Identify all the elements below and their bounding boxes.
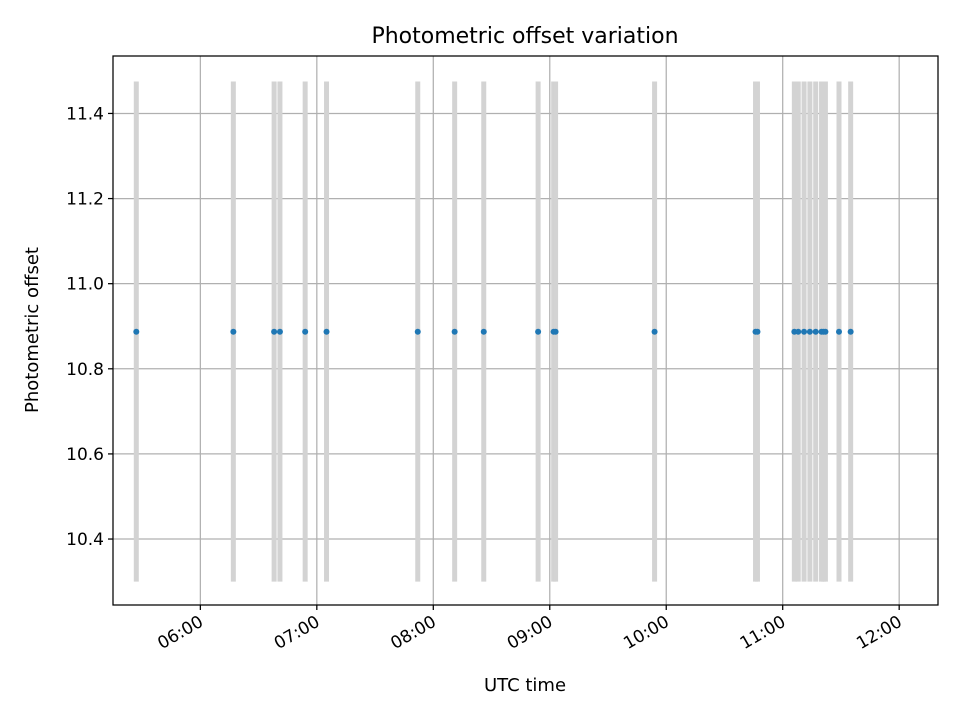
- data-point: [552, 328, 559, 335]
- plot-frame: [112, 55, 939, 606]
- data-point: [651, 328, 658, 335]
- data-point: [451, 328, 458, 335]
- y-tick-label: 10.6: [66, 445, 104, 465]
- data-point: [812, 328, 819, 335]
- data-point: [847, 328, 854, 335]
- y-tick-label: 11.4: [66, 104, 104, 124]
- data-point: [133, 328, 140, 335]
- point-layer: [133, 328, 854, 335]
- chart-title: Photometric offset variation: [371, 24, 678, 49]
- data-point: [754, 328, 761, 335]
- y-tick-label: 10.8: [66, 360, 104, 380]
- data-point: [276, 328, 283, 335]
- data-point: [836, 328, 842, 335]
- data-point: [801, 328, 808, 335]
- y-tick-layer: 10.4 10.6 10.8 11.0 11.2 11.4: [66, 104, 113, 550]
- data-point: [822, 328, 829, 335]
- data-point: [302, 328, 309, 335]
- data-point: [795, 328, 802, 335]
- y-axis-label: Photometric offset: [22, 247, 43, 413]
- data-point: [480, 328, 487, 335]
- x-axis-label: UTC time: [484, 675, 566, 696]
- data-point: [230, 328, 237, 335]
- data-point: [535, 328, 542, 335]
- data-point: [271, 328, 278, 335]
- data-point: [414, 328, 421, 335]
- data-point: [323, 328, 330, 335]
- y-tick-label: 11.0: [66, 275, 104, 295]
- data-point: [806, 328, 813, 335]
- y-tick-label: 10.4: [66, 530, 104, 550]
- y-tick-label: 11.2: [66, 190, 104, 210]
